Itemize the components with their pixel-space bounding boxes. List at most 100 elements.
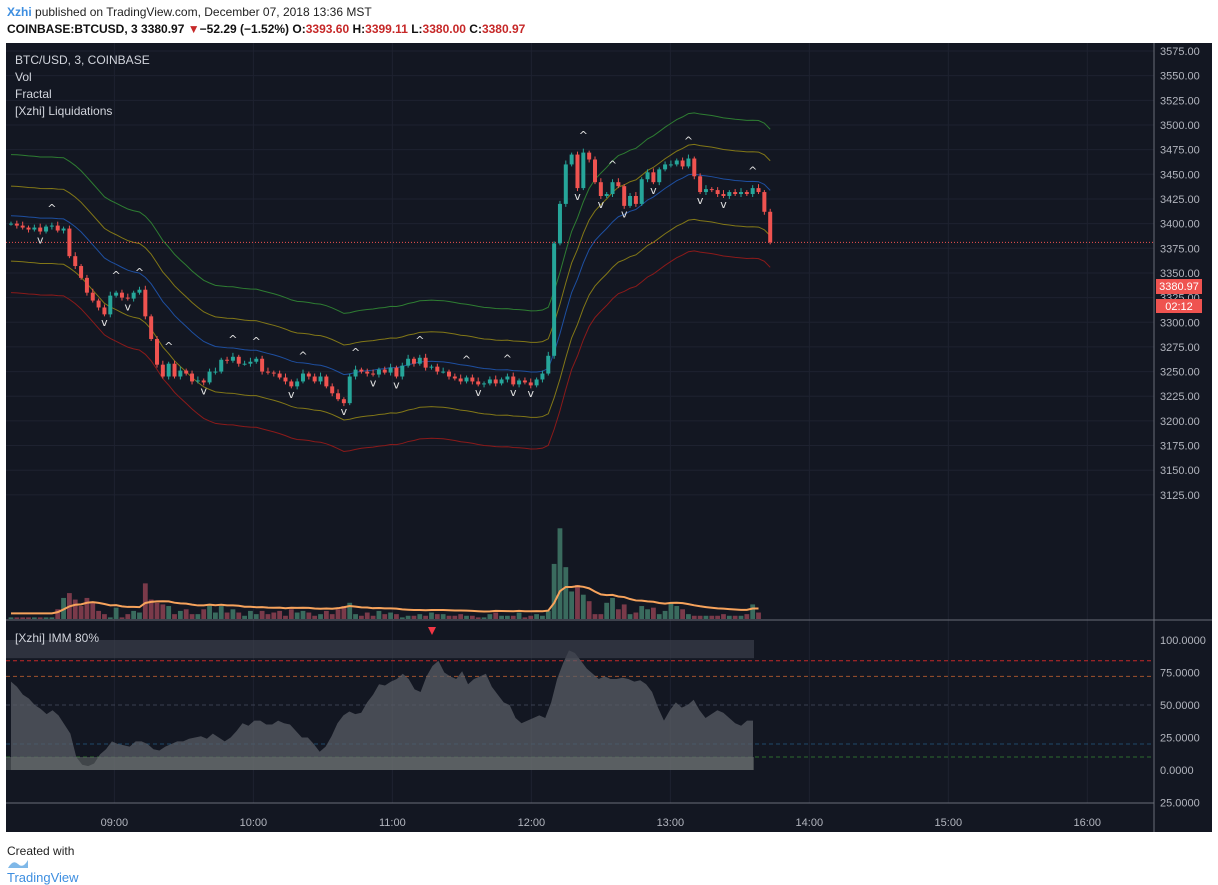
candle-body: [260, 358, 265, 372]
author-name[interactable]: Xzhi: [7, 5, 32, 19]
volume-bar: [137, 612, 142, 619]
candle-body: [721, 194, 726, 197]
volume-bar: [417, 614, 423, 619]
candle-body: [108, 295, 113, 315]
time-tick-label: 11:00: [379, 817, 406, 829]
volume-bar: [131, 610, 137, 619]
volume-bar: [265, 614, 271, 619]
candle-body: [166, 363, 171, 377]
imm-bottom-band: [6, 757, 754, 770]
candle-body: [517, 380, 522, 385]
volume-bar: [615, 609, 621, 619]
volume-bar: [668, 602, 674, 619]
volume-bar: [14, 617, 20, 619]
imm-area: [11, 650, 753, 770]
candle-body: [423, 357, 428, 368]
chart-svg[interactable]: v^v^v^^v^ ^v^v^v v^^v^v vv^v^vv^v v^ 3125.00…: [6, 43, 1212, 832]
candle-body: [347, 376, 352, 404]
candle-body: [546, 355, 551, 374]
candle-body: [371, 373, 376, 375]
candle-body: [593, 159, 597, 183]
volume-bar: [31, 617, 37, 619]
fractal-down-marker: v: [475, 386, 482, 399]
candle-body: [289, 381, 294, 387]
candle-body: [452, 376, 457, 379]
volume-bar: [341, 606, 347, 619]
band-lines: [6, 112, 1154, 453]
imm-tick-label: 50.0000: [1160, 700, 1200, 712]
volume-bar: [732, 615, 738, 619]
volume-bar: [411, 615, 417, 619]
volume-bar: [195, 614, 201, 619]
fractal-up-marker: ^: [748, 164, 757, 177]
candle-body: [709, 189, 714, 191]
volume-bar: [119, 617, 125, 619]
volume-bar: [154, 602, 160, 619]
volume-bar: [656, 614, 662, 619]
candle-body: [435, 366, 440, 372]
candle-body: [750, 188, 755, 195]
candle-body: [628, 196, 633, 206]
volume-bar: [633, 612, 639, 619]
imm-tick-label: 100.0000: [1160, 635, 1206, 647]
volume-bar: [756, 612, 761, 619]
candle-body: [382, 369, 387, 373]
imm-title[interactable]: [Xzhi] IMM 80%: [15, 631, 99, 645]
volume-bar: [481, 617, 487, 619]
open-value: 3393.60: [305, 22, 350, 36]
volume-bar: [691, 615, 697, 619]
fractal-down-marker: v: [650, 184, 657, 197]
footer-brand[interactable]: TradingView: [7, 870, 79, 885]
legend-item-vol[interactable]: Vol: [15, 70, 32, 84]
candle-body: [680, 160, 685, 167]
band-line: [10, 143, 771, 346]
legend-title[interactable]: BTC/USD, 3, COINBASE: [15, 53, 150, 67]
candle-body: [230, 356, 235, 361]
candle-body: [768, 211, 773, 243]
candle-body: [254, 358, 259, 362]
candle-body: [213, 371, 218, 373]
volume-bar: [189, 614, 195, 619]
chart-container[interactable]: v ^ v ^ v ^ ^ v ^ ^ v ^ v ^ v v ^ ^ v ^ v v v ^ v ^ v v ^ v v ^ 3125.00…: [6, 43, 1212, 832]
candle-body: [219, 359, 224, 372]
imm-tick-label: 75.0000: [1160, 668, 1200, 680]
candle-body: [277, 373, 282, 378]
candle-body: [447, 371, 451, 377]
volume-bar: [253, 614, 259, 619]
candle-body: [406, 358, 411, 366]
time-tick-label: 13:00: [657, 817, 685, 829]
fractal-down-marker: v: [341, 405, 348, 418]
fractal-up-marker: ^: [462, 354, 471, 367]
open-label: O:: [292, 22, 306, 36]
candle-body: [195, 380, 200, 382]
candle-body: [114, 292, 119, 296]
candle-body: [341, 399, 346, 404]
volume-ma-line: [11, 585, 759, 615]
fractal-down-marker: v: [125, 300, 132, 313]
volume-bar: [288, 609, 294, 619]
volume-bar: [399, 617, 405, 619]
candle-body: [417, 357, 422, 364]
candle-body: [692, 158, 697, 177]
volume-bar: [271, 612, 277, 619]
volume-bar: [394, 614, 399, 619]
candle-body: [715, 190, 720, 195]
fractal-up-marker: ^: [252, 335, 261, 348]
candle-body: [96, 300, 101, 308]
legend-item-liquidations[interactable]: [Xzhi] Liquidations: [15, 104, 112, 118]
candle-body: [674, 160, 679, 165]
countdown-tag: [1156, 299, 1202, 313]
volume-bar: [621, 604, 627, 619]
candle-body: [324, 376, 329, 387]
fractal-up-marker: ^: [415, 334, 424, 347]
volume-bar: [43, 617, 49, 619]
low-value: 3380.00: [422, 22, 466, 36]
volume-bar: [627, 614, 633, 619]
price-tick-label: 3125.00: [1160, 490, 1200, 502]
candle-body: [552, 243, 557, 356]
volume-bar: [84, 597, 90, 619]
candle-body: [55, 225, 60, 231]
candle-body: [137, 289, 142, 293]
fractal-down-marker: v: [598, 198, 605, 211]
legend-item-fractal[interactable]: Fractal: [15, 87, 52, 101]
